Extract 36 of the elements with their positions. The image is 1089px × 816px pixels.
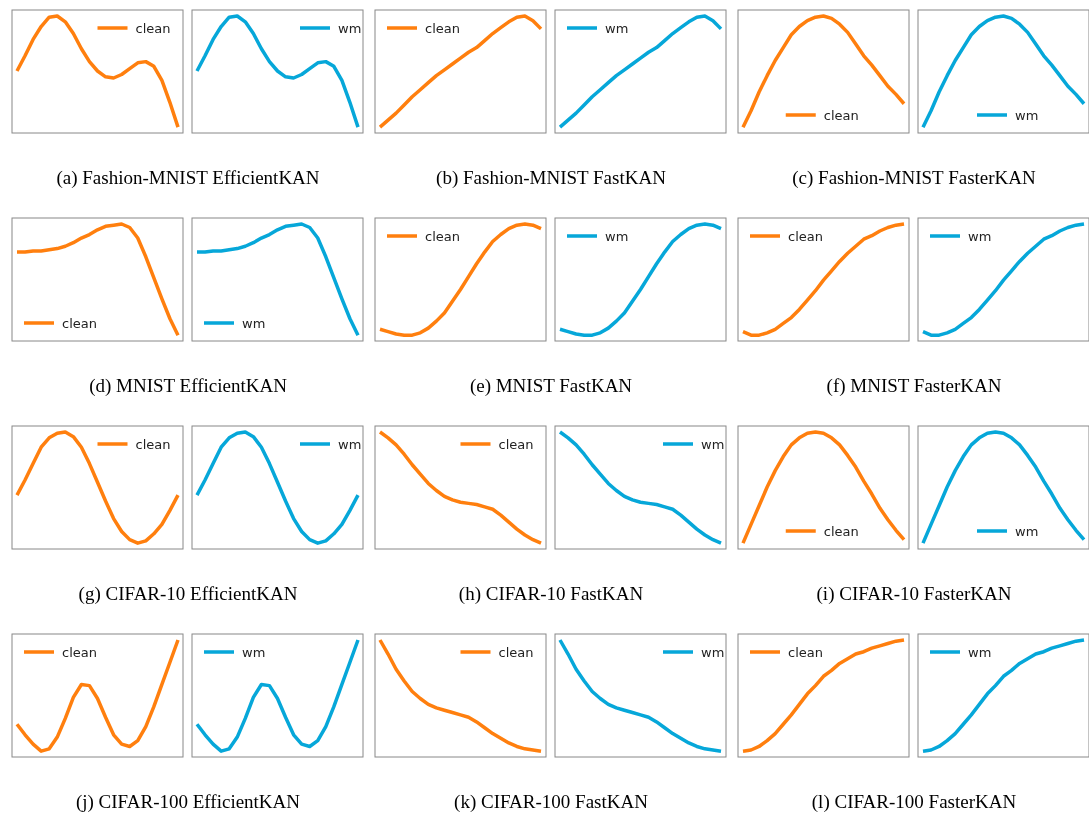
legend-label: clean	[135, 436, 171, 452]
legend-label: wm	[605, 228, 629, 244]
text: (d) MNIST EfficientKAN	[88, 375, 287, 397]
legend-label: wm	[242, 644, 266, 660]
legend-label: wm	[968, 228, 992, 244]
legend-label: clean	[498, 644, 534, 660]
text: (e) MNIST FastKAN	[469, 375, 632, 397]
text: (f) MNIST FasterKAN	[826, 375, 1002, 397]
legend-label: wm	[701, 436, 725, 452]
text: (b) Fashion-MNIST FastKAN	[435, 167, 666, 189]
text: (k) CIFAR-100 FastKAN	[453, 791, 648, 813]
legend-label: clean	[823, 107, 859, 123]
legend-label: wm	[605, 20, 629, 36]
legend-label: wm	[338, 20, 362, 36]
legend-label: wm	[701, 644, 725, 660]
legend-label: clean	[135, 20, 171, 36]
legend-label: wm	[242, 315, 266, 331]
legend-label: wm	[338, 436, 362, 452]
text: (l) CIFAR-100 FasterKAN	[811, 791, 1016, 813]
legend-label: clean	[425, 20, 460, 36]
text: (i) CIFAR-10 FasterKAN	[816, 583, 1012, 605]
legend-label: wm	[1015, 523, 1039, 539]
text: (a) Fashion-MNIST EfficientKAN	[55, 167, 320, 189]
text: (h) CIFAR-10 FastKAN	[458, 583, 643, 605]
legend-label: wm	[968, 644, 992, 660]
legend-label: wm	[1015, 107, 1039, 123]
text: (g) CIFAR-10 EfficientKAN	[78, 583, 298, 605]
legend-label: clean	[823, 523, 859, 539]
text: (j) CIFAR-100 EfficientKAN	[75, 791, 300, 813]
legend-label: clean	[498, 436, 534, 452]
text: (c) Fashion-MNIST FasterKAN	[791, 167, 1036, 189]
legend-label: clean	[788, 644, 823, 660]
legend-label: clean	[425, 228, 460, 244]
legend-label: clean	[62, 315, 97, 331]
legend-label: clean	[62, 644, 97, 660]
legend-label: clean	[788, 228, 823, 244]
